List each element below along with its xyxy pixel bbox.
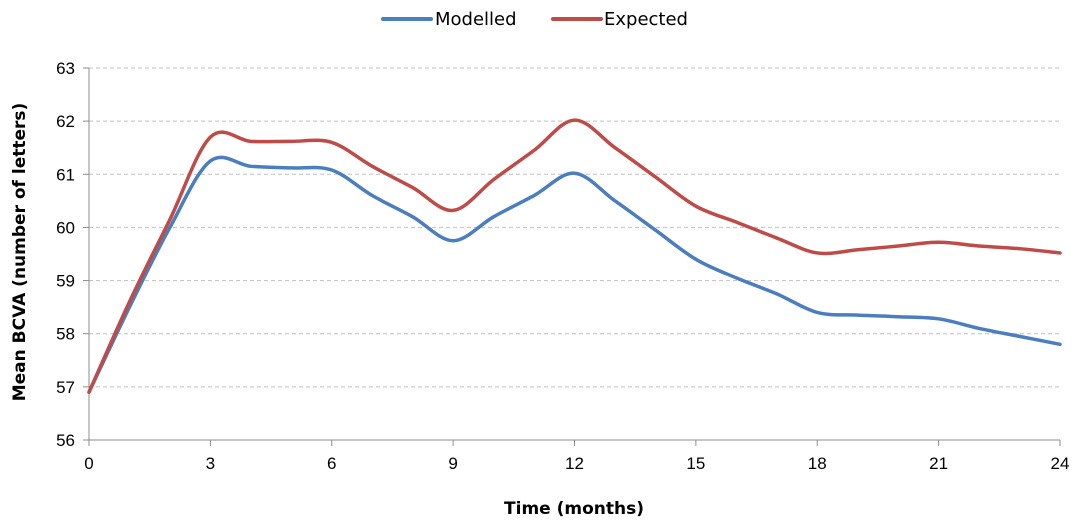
x-tick-label: 3 [206,454,215,473]
x-tick-label: 24 [1051,454,1070,473]
x-tick-label: 0 [84,454,93,473]
series-line-expected [87,118,1062,394]
x-tick-label: 18 [808,454,827,473]
x-axis-title: Time (months) [504,499,644,519]
y-tick-label: 63 [56,59,75,78]
legend-label-expected: Expected [604,9,688,30]
y-tick-label: 58 [56,325,75,344]
axes: 56 57 58 59 60 61 62 63 0 3 6 9 12 15 18 21 24 [56,59,1069,473]
x-tick-label: 21 [929,454,948,473]
y-tick-label: 59 [56,272,75,291]
legend-label-modelled: Modelled [435,9,517,30]
x-tick-label: 9 [448,454,457,473]
y-tick-label: 57 [56,378,75,397]
series-line-modelled [87,155,1062,394]
y-tick-label: 56 [56,431,75,450]
series-lines [87,118,1062,394]
y-tick-label: 60 [56,218,75,237]
y-tick-label: 61 [56,165,75,184]
x-tick-label: 6 [327,454,336,473]
x-tick-label: 12 [565,454,584,473]
y-tick-label: 62 [56,112,75,131]
gridlines [89,67,1060,388]
y-axis-title: Mean BCVA (number of letters) [10,103,30,402]
x-tick-label: 15 [686,454,705,473]
legend: Modelled Expected [381,9,688,30]
